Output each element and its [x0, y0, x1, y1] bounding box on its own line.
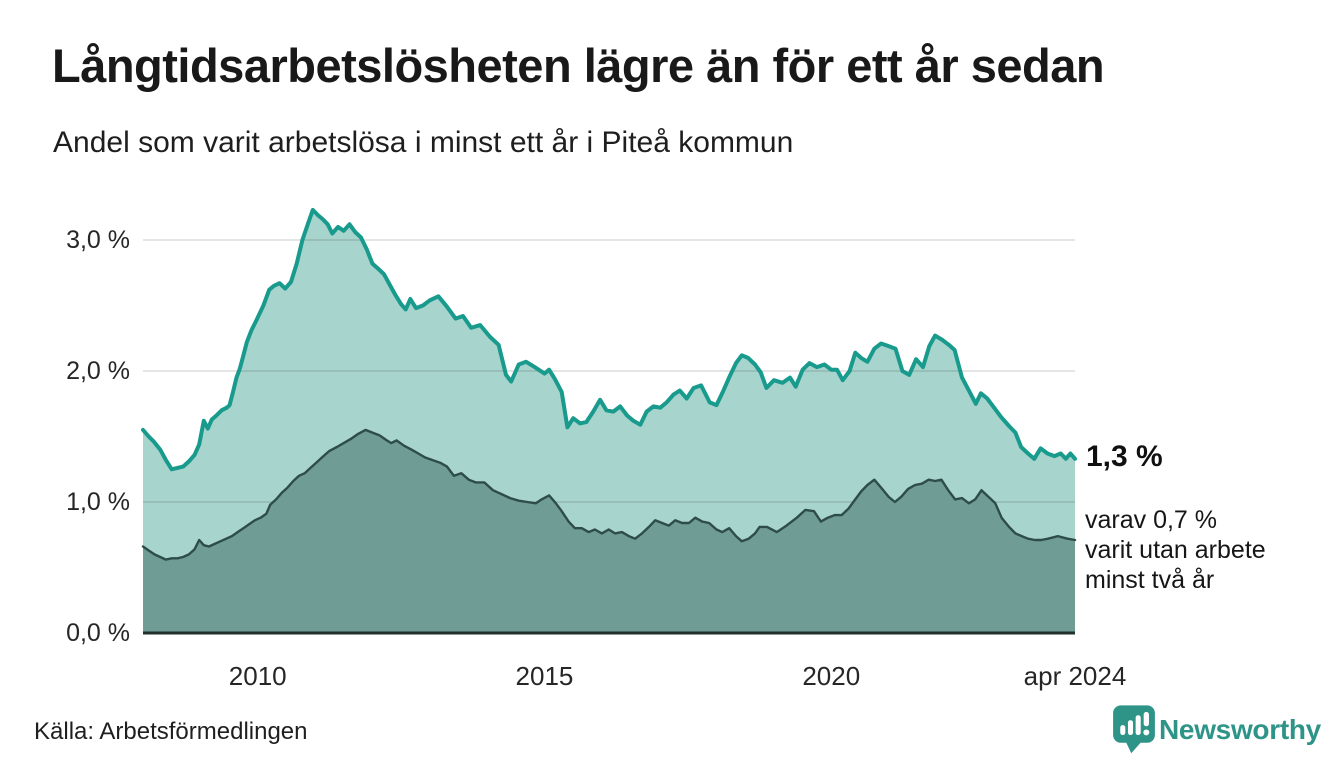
area-two-years-fill: [143, 429, 1075, 633]
detail-annotation: varav 0,7 % varit utan arbete minst två …: [1085, 505, 1266, 594]
y-axis-tick-label: 3,0 %: [66, 226, 130, 254]
x-axis-tick-label: 2015: [515, 661, 574, 691]
line-two-years: [141, 428, 1077, 561]
newsworthy-logo[interactable]: Newsworthy: [1112, 704, 1332, 756]
exclamation-icon: [1143, 711, 1150, 736]
y-axis-tick-label: 2,0 %: [66, 357, 130, 385]
newsworthy-logo-icon: [1113, 705, 1155, 754]
bar-chart-icon: [1120, 715, 1141, 736]
page-title: Långtidsarbetslösheten lägre än för ett …: [52, 39, 1105, 92]
speech-bubble-shape: [1113, 705, 1155, 754]
page-subtitle: Andel som varit arbetslösa i minst ett å…: [53, 126, 794, 159]
current-value-annotation: 1,3 %: [1086, 439, 1163, 473]
y-axis-tick-label: 1,0 %: [66, 488, 130, 516]
source-credit: Källa: Arbetsförmedlingen: [34, 718, 308, 745]
newsworthy-logo-text: Newsworthy: [1159, 714, 1321, 745]
x-axis-tick-label: apr 2024: [1023, 661, 1127, 691]
x-axis-tick-label: 2010: [228, 661, 287, 691]
x-axis-tick-label: 2020: [802, 661, 861, 691]
y-axis-tick-label: 0,0 %: [66, 619, 130, 647]
line-total: [141, 207, 1077, 472]
